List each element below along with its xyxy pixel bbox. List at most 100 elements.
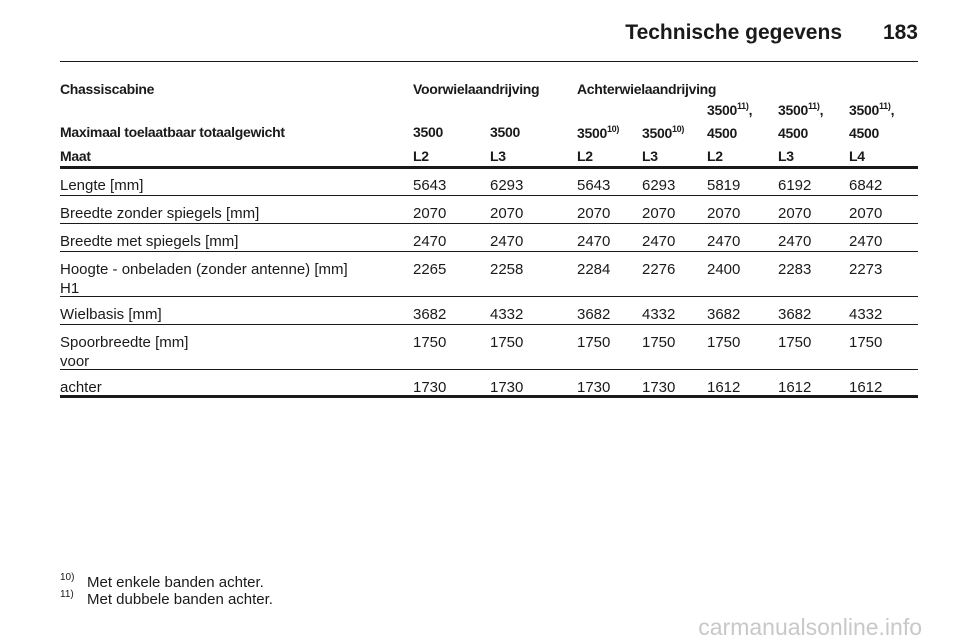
cell: 2070 xyxy=(778,205,812,222)
row-label: H1 xyxy=(60,280,80,297)
cell: 2470 xyxy=(778,233,812,250)
cell: 1612 xyxy=(707,379,741,396)
weight-cell: 350011), 4500 xyxy=(849,101,894,141)
weight-value: 4500 xyxy=(849,125,879,141)
size: L3 xyxy=(642,148,658,164)
size: L4 xyxy=(849,148,865,164)
cell: 2283 xyxy=(778,261,812,278)
row-rule xyxy=(60,195,918,196)
footnote-ref: 11) xyxy=(878,101,891,111)
cell: 1750 xyxy=(490,334,524,351)
cell: 4332 xyxy=(642,306,676,323)
cell: 1730 xyxy=(642,379,676,396)
cell: 1612 xyxy=(849,379,883,396)
cell: 2070 xyxy=(849,205,883,222)
cell: 1750 xyxy=(577,334,611,351)
weight-cell: 3500 xyxy=(413,125,443,139)
cell: 2276 xyxy=(642,261,676,278)
footnote-ref: 10) xyxy=(671,124,685,134)
cell: 2284 xyxy=(577,261,611,278)
watermark: carmanualsonline.info xyxy=(698,614,922,640)
weight-value: 3500 xyxy=(413,124,443,140)
row-label: Spoorbreedte [mm] xyxy=(60,334,189,351)
weight-label: Maximaal toelaatbaar totaalgewicht xyxy=(60,124,285,140)
cell: 2070 xyxy=(413,205,447,222)
cell: 2265 xyxy=(413,261,447,278)
cell: 1612 xyxy=(778,379,812,396)
title: Technische gegevens xyxy=(625,21,842,44)
row-label: Lengte [mm] xyxy=(60,177,144,194)
row-label: Wielbasis [mm] xyxy=(60,306,162,323)
row-rule xyxy=(60,324,918,325)
cell: 2400 xyxy=(707,261,741,278)
cell: 1730 xyxy=(490,379,524,396)
cell: 1750 xyxy=(642,334,676,351)
cell: 6293 xyxy=(490,177,524,194)
cell: 2258 xyxy=(490,261,524,278)
cell: 2070 xyxy=(490,205,524,222)
footnote-ref: 11) xyxy=(736,101,749,111)
cell: 1730 xyxy=(577,379,611,396)
cell: 3682 xyxy=(778,306,812,323)
row-label: Hoogte - onbeladen (zonder antenne) [mm] xyxy=(60,261,348,278)
cell: 2470 xyxy=(490,233,524,250)
cell: 2470 xyxy=(577,233,611,250)
cell: 3682 xyxy=(577,306,611,323)
row-rule xyxy=(60,296,918,297)
size: L3 xyxy=(778,148,794,164)
row-label: Breedte met spiegels [mm] xyxy=(60,233,239,250)
size: L2 xyxy=(577,148,593,164)
cell: 5643 xyxy=(577,177,611,194)
cell: 1750 xyxy=(778,334,812,351)
row-rule xyxy=(60,251,918,252)
weight-cell: 350010) xyxy=(642,124,685,141)
weight-suffix: , xyxy=(819,102,824,118)
header-rule xyxy=(60,61,918,62)
group-header: Voorwielaandrijving xyxy=(413,81,540,97)
cell: 2470 xyxy=(413,233,447,250)
weight-value: 3500 xyxy=(849,102,879,118)
weight-cell: 350011), 4500 xyxy=(707,101,752,141)
footnote-ref: 11) xyxy=(807,101,820,111)
cell: 5819 xyxy=(707,177,741,194)
row-label: Breedte zonder spiegels [mm] xyxy=(60,205,260,222)
weight-value: 3500 xyxy=(778,102,808,118)
cell: 6192 xyxy=(778,177,812,194)
weight-value: 3500 xyxy=(707,102,737,118)
cell: 3682 xyxy=(707,306,741,323)
row-label: voor xyxy=(60,353,90,370)
cell: 2470 xyxy=(849,233,883,250)
group-header: Achterwielaandrijving xyxy=(577,81,717,97)
cell: 3682 xyxy=(413,306,447,323)
weight-cell: 350011), 4500 xyxy=(778,101,824,141)
cell: 2470 xyxy=(707,233,741,250)
table-rule xyxy=(60,395,918,398)
row-rule xyxy=(60,369,918,370)
size: L2 xyxy=(413,148,429,164)
weight-cell: 3500 xyxy=(490,125,520,139)
size-label: Maat xyxy=(60,148,91,164)
cell: 2070 xyxy=(642,205,676,222)
cell: 4332 xyxy=(849,306,883,323)
weight-value: 3500 xyxy=(490,124,520,140)
cell: 1730 xyxy=(413,379,447,396)
row-rule xyxy=(60,223,918,224)
footnote-mark: 11) xyxy=(60,589,74,600)
cell: 1750 xyxy=(707,334,741,351)
cell: 6293 xyxy=(642,177,676,194)
cell: 2470 xyxy=(642,233,676,250)
weight-value: 3500 xyxy=(642,125,672,141)
weight-value: 4500 xyxy=(707,125,737,141)
weight-value: 4500 xyxy=(778,125,808,141)
weight-value: 3500 xyxy=(577,125,607,141)
size: L3 xyxy=(490,148,506,164)
cell: 2070 xyxy=(577,205,611,222)
group-header: Chassiscabine xyxy=(60,81,155,97)
footnote-text: Met enkele banden achter. xyxy=(87,574,264,591)
cell: 6842 xyxy=(849,177,883,194)
size: L2 xyxy=(707,148,723,164)
cell: 2070 xyxy=(707,205,741,222)
footnote-mark: 10) xyxy=(60,572,75,583)
footnote-text: Met dubbele banden achter. xyxy=(87,591,273,608)
